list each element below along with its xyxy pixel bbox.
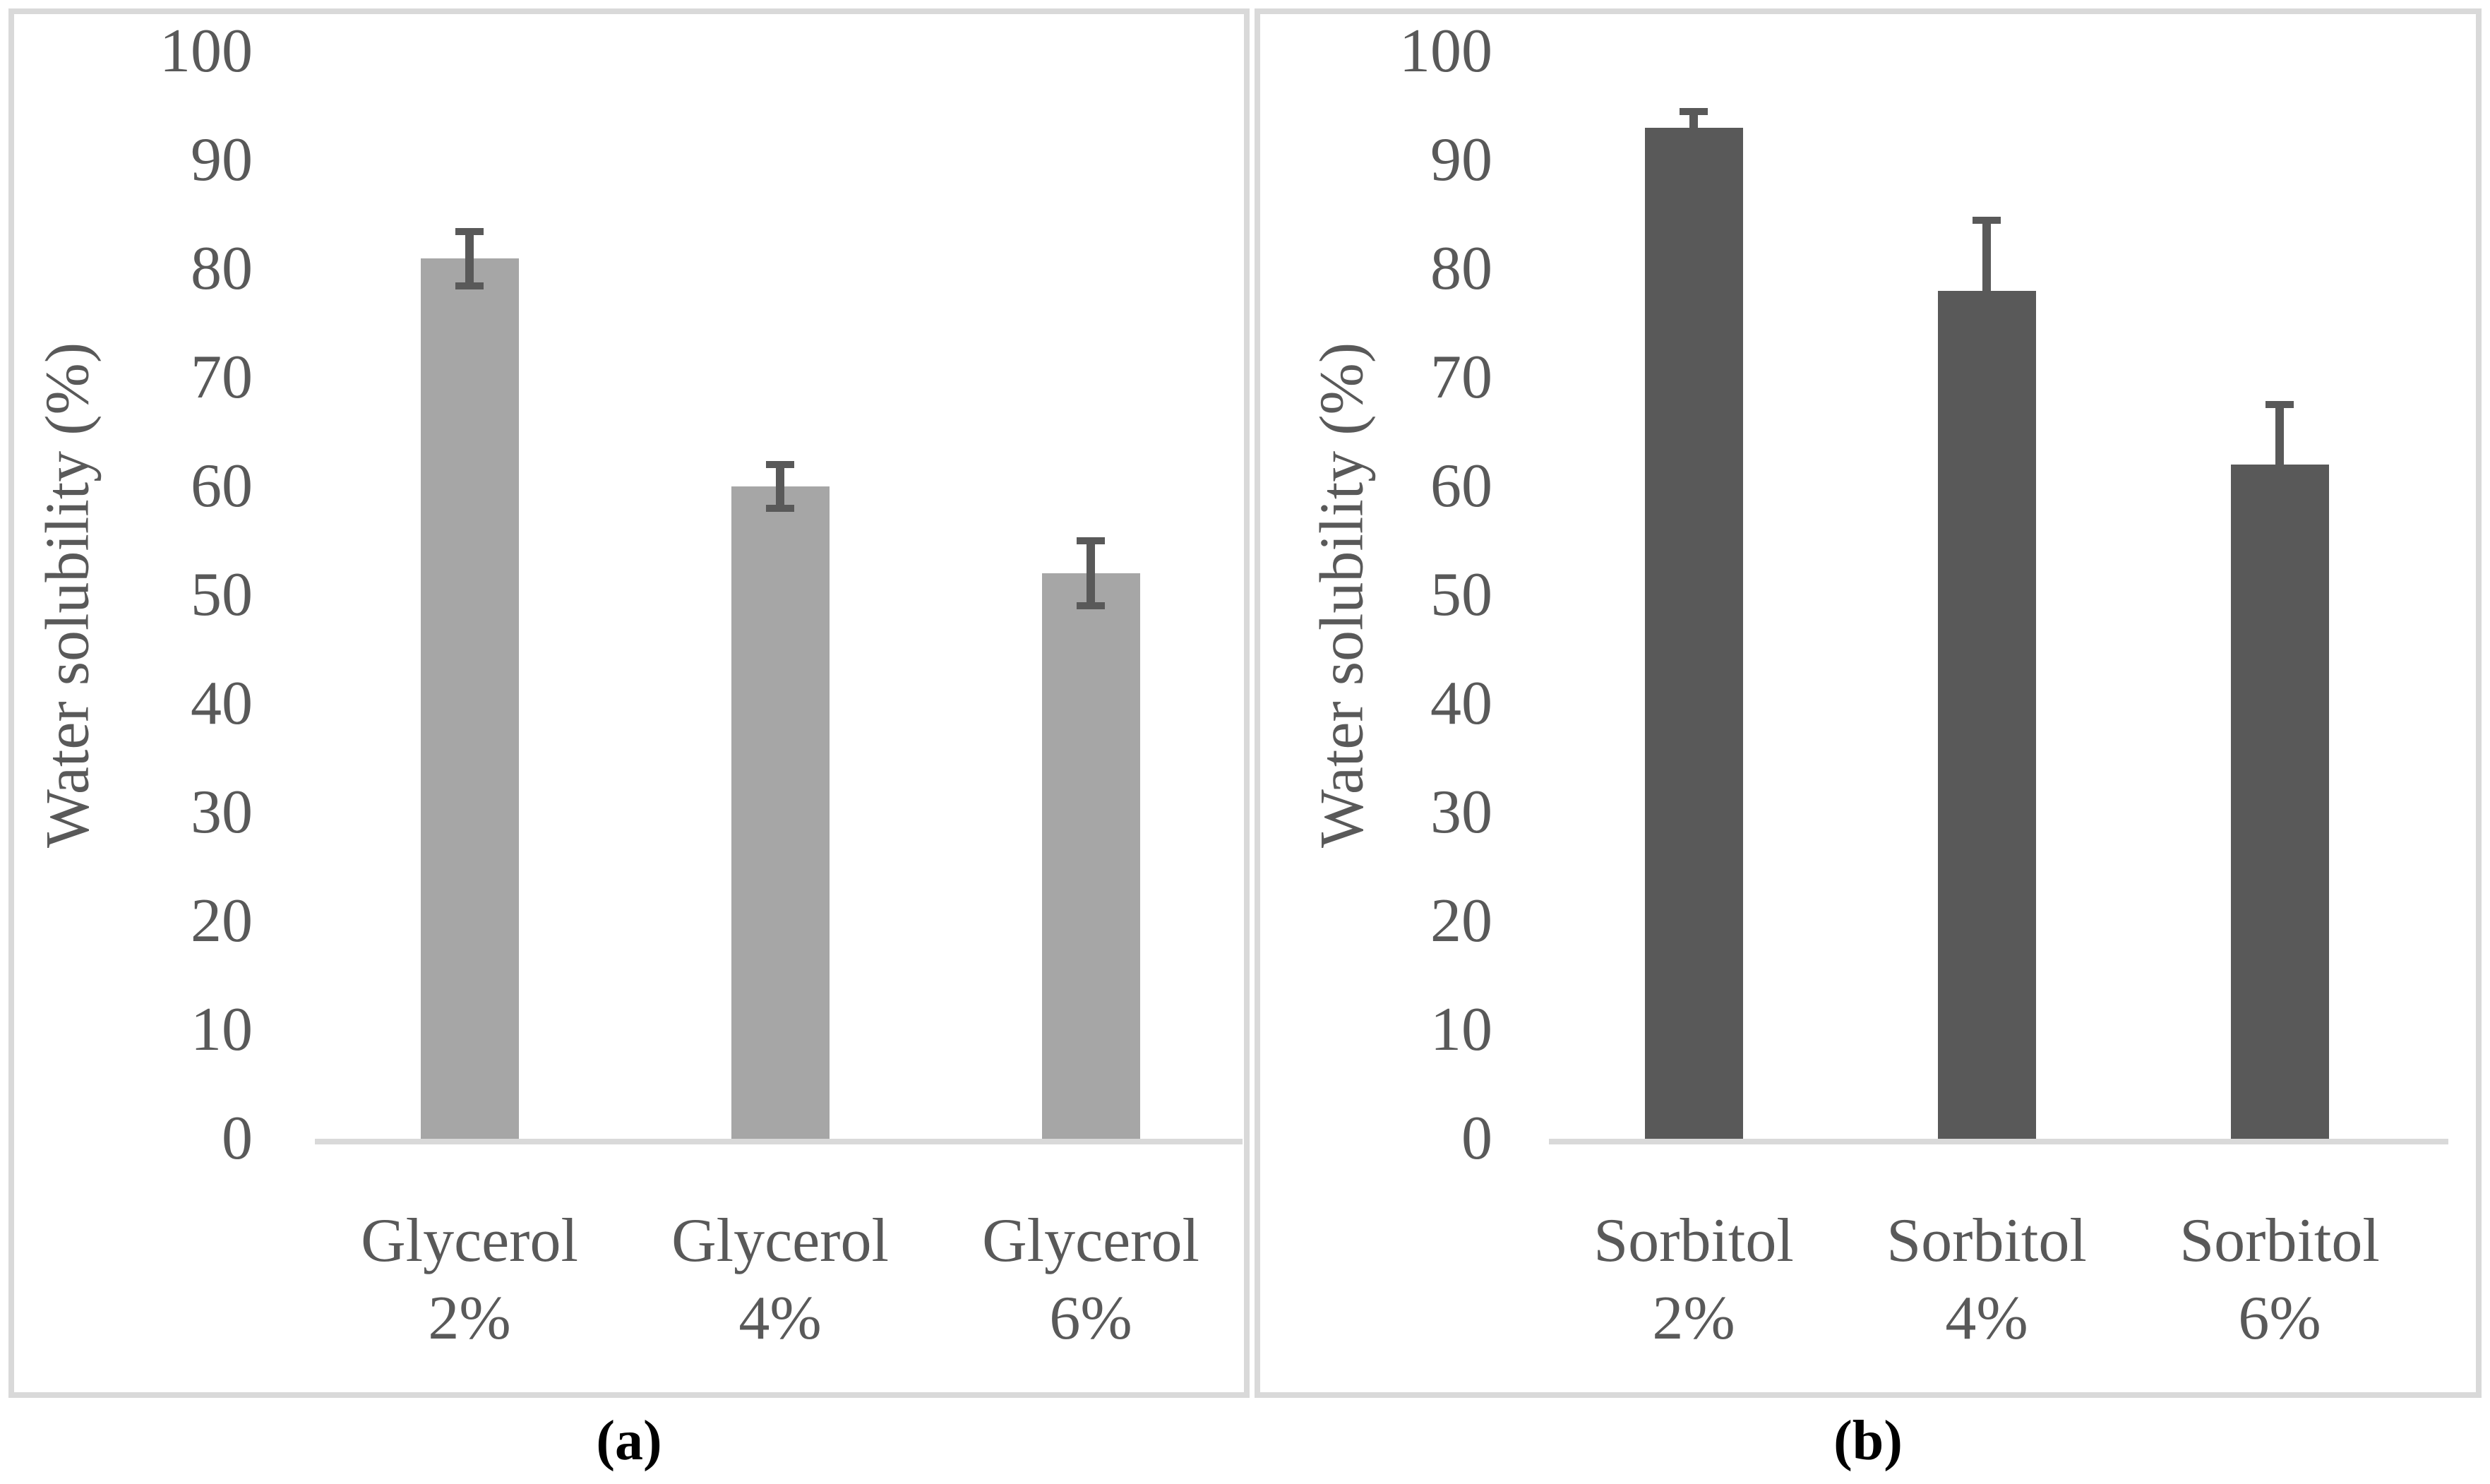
y-tick-label-20: 20 <box>191 887 253 955</box>
x-category-label-line2: 2% <box>428 1284 511 1353</box>
error-bar-cap-top-sorbitol-6pct <box>2265 401 2294 409</box>
y-tick-label-50: 50 <box>191 561 253 629</box>
x-category-label-glycerol-2pct: Glycerol 2% <box>279 1202 660 1358</box>
y-tick-label-10: 10 <box>191 995 253 1064</box>
y-tick-label-30: 30 <box>191 778 253 846</box>
panel-a: Water solubility (%) 0 10 20 30 40 50 60 70 80 90… <box>8 8 1250 1398</box>
error-bar-sorbitol-2pct <box>1689 111 1698 145</box>
bar-sorbitol-2pct <box>1644 128 1743 1139</box>
bar-glycerol-2pct <box>420 258 519 1139</box>
x-category-label-line2: 4% <box>738 1284 822 1353</box>
y-tick-label-60: 60 <box>1430 452 1492 520</box>
x-category-label-glycerol-6pct: Glycerol 6% <box>900 1202 1281 1358</box>
x-category-label-line2: 6% <box>1049 1284 1132 1353</box>
bar-sorbitol-6pct <box>2230 465 2329 1139</box>
error-bar-cap-top-glycerol-4pct <box>766 461 794 469</box>
panel-b: Water solubility (%) 0 10 20 30 40 50 60 70 80 90… <box>1255 8 2482 1398</box>
x-category-label-line2: 4% <box>1945 1284 2028 1353</box>
y-tick-label-40: 40 <box>191 669 253 738</box>
x-category-label-line1: Glycerol <box>361 1207 578 1275</box>
y-tick-label-90: 90 <box>1430 126 1492 194</box>
error-bar-cap-bottom-glycerol-4pct <box>766 504 794 512</box>
panel-caption-a: (a) <box>596 1409 662 1472</box>
error-bar-cap-top-sorbitol-2pct <box>1680 107 1708 115</box>
error-bar-cap-bottom-sorbitol-6pct <box>2265 520 2294 528</box>
panel-caption-b: (b) <box>1833 1409 1903 1472</box>
y-tick-label-100: 100 <box>160 17 253 85</box>
x-category-label-line1: Sorbitol <box>2179 1207 2380 1275</box>
x-axis-line <box>1549 1139 2448 1144</box>
y-tick-label-100: 100 <box>1399 17 1492 85</box>
y-tick-label-0: 0 <box>1461 1104 1492 1173</box>
x-category-label-sorbitol-2pct: Sorbitol 2% <box>1503 1202 1884 1358</box>
y-tick-label-60: 60 <box>191 452 253 520</box>
error-bar-cap-bottom-glycerol-6pct <box>1077 602 1105 610</box>
x-axis-line <box>315 1139 1243 1144</box>
y-tick-label-50: 50 <box>1430 561 1492 629</box>
error-bar-cap-top-glycerol-2pct <box>455 227 484 235</box>
x-category-label-line1: Glycerol <box>671 1207 889 1275</box>
x-category-label-glycerol-4pct: Glycerol 4% <box>589 1202 971 1358</box>
error-bar-sorbitol-6pct <box>2275 405 2284 525</box>
y-tick-label-70: 70 <box>1430 343 1492 412</box>
x-category-label-line1: Sorbitol <box>1593 1207 1794 1275</box>
bar-glycerol-4pct <box>731 486 830 1139</box>
x-category-label-sorbitol-6pct: Sorbitol 6% <box>2089 1202 2470 1358</box>
y-tick-label-70: 70 <box>191 343 253 412</box>
error-bar-cap-top-glycerol-6pct <box>1077 537 1105 544</box>
y-tick-label-90: 90 <box>191 126 253 194</box>
error-bar-cap-bottom-sorbitol-4pct <box>1973 358 2001 366</box>
y-tick-label-80: 80 <box>1430 234 1492 303</box>
error-bar-glycerol-6pct <box>1087 540 1095 606</box>
x-category-label-line1: Sorbitol <box>1886 1207 2087 1275</box>
error-bar-cap-bottom-glycerol-2pct <box>455 282 484 289</box>
y-tick-label-40: 40 <box>1430 669 1492 738</box>
y-tick-label-80: 80 <box>191 234 253 303</box>
x-category-label-line2: 6% <box>2238 1284 2321 1353</box>
y-tick-label-30: 30 <box>1430 778 1492 846</box>
bar-glycerol-6pct <box>1041 573 1140 1139</box>
x-category-label-line2: 2% <box>1652 1284 1735 1353</box>
error-bar-cap-bottom-sorbitol-2pct <box>1680 140 1708 148</box>
bar-sorbitol-4pct <box>1937 291 2036 1139</box>
error-bar-sorbitol-4pct <box>1982 220 1991 362</box>
error-bar-glycerol-4pct <box>776 465 784 508</box>
y-tick-label-0: 0 <box>222 1104 253 1173</box>
error-bar-glycerol-2pct <box>465 231 474 286</box>
error-bar-cap-top-sorbitol-4pct <box>1973 216 2001 224</box>
x-category-label-line1: Glycerol <box>982 1207 1199 1275</box>
y-tick-label-10: 10 <box>1430 995 1492 1064</box>
x-category-label-sorbitol-4pct: Sorbitol 4% <box>1796 1202 2177 1358</box>
y-tick-label-20: 20 <box>1430 887 1492 955</box>
